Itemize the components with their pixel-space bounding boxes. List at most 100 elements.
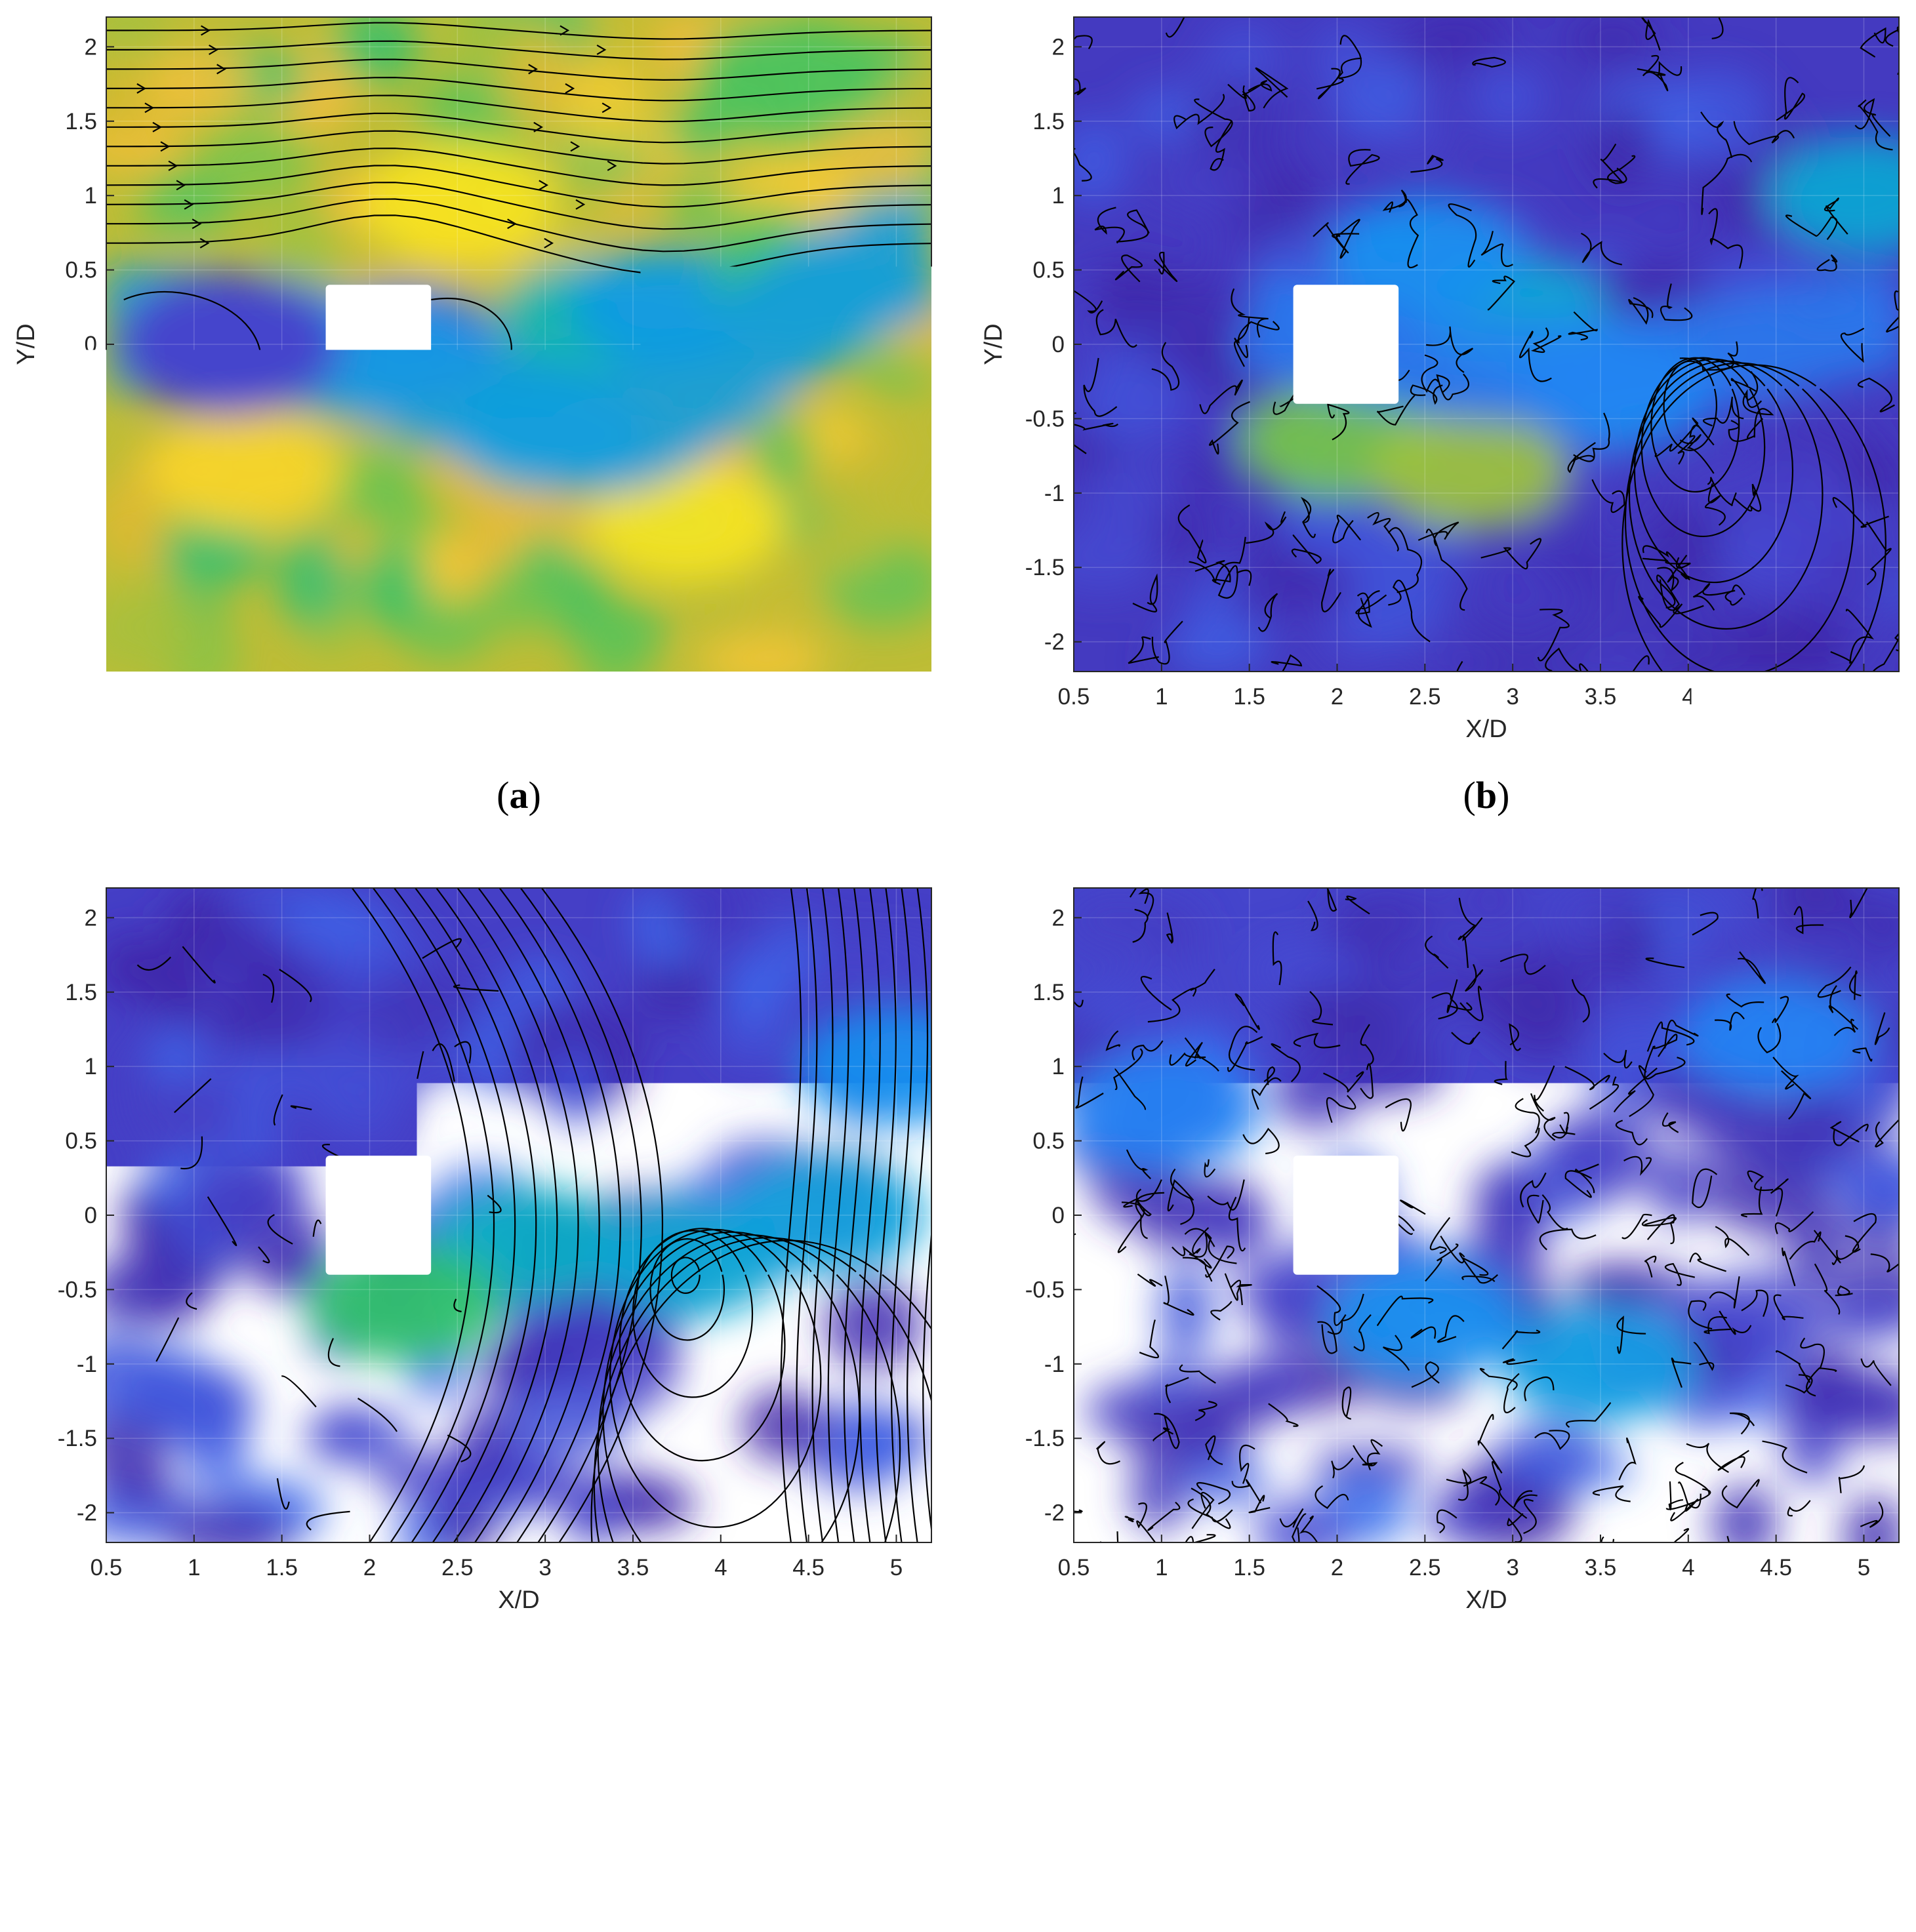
- field-texture-blob: [1724, 506, 1832, 599]
- field-texture-blob: [840, 1419, 918, 1472]
- x-tick-label: 2.5: [1409, 1555, 1441, 1580]
- x-tick-label: 2: [363, 1555, 376, 1580]
- y-tick-label: 1: [1052, 183, 1065, 209]
- y-tick-label: 1.5: [1032, 109, 1065, 134]
- x-tick-label: 4.5: [792, 684, 825, 710]
- obstacle-square: [1294, 285, 1399, 403]
- field-texture-blob: [1143, 1359, 1204, 1407]
- y-tick-label: -1: [77, 1352, 97, 1377]
- field-texture-blob: [634, 958, 715, 1022]
- x-tick-label: 3: [1506, 684, 1519, 710]
- x-tick-label: 4.5: [792, 1555, 825, 1580]
- y-axis-label: Y/D: [12, 323, 40, 365]
- y-tick-label: -2: [1044, 630, 1065, 655]
- y-axis-label: Y/D: [980, 323, 1008, 365]
- y-tick-label: -0.5: [1025, 1277, 1065, 1302]
- field-texture-blob: [1735, 611, 1852, 683]
- colorbar-tick-label: 1.32: [1673, 1837, 1717, 1862]
- y-tick-label: 2: [1052, 34, 1065, 60]
- field-texture-blob: [357, 545, 432, 630]
- y-tick-label: 1: [85, 183, 97, 209]
- x-tick-label: 0.5: [91, 684, 123, 710]
- x-tick-label: 4: [714, 684, 727, 710]
- y-tick-label: 0.5: [1032, 1129, 1065, 1154]
- colorbar: 0 0.2 0.4 0.6 0.8 1 1.2 1.32 Velocity magnitude…: [192, 1772, 1717, 1922]
- field-texture-blob: [662, 864, 752, 944]
- colorbar-tick-label: 0.2: [409, 1837, 441, 1862]
- x-tick-label: 4: [1682, 1555, 1694, 1580]
- field-texture-blob: [1649, 1147, 1711, 1226]
- y-tick-label: 0.5: [1032, 258, 1065, 283]
- field-texture-blob: [1058, 115, 1130, 207]
- y-tick-label: 0: [1052, 1203, 1065, 1228]
- field-texture-blob: [305, 1407, 409, 1466]
- field-texture-blob: [281, 896, 394, 953]
- x-tick-label: 1.5: [1233, 684, 1265, 710]
- y-axis-label: Y/D: [980, 1194, 1008, 1236]
- x-tick-label: 1: [188, 1555, 200, 1580]
- y-tick-label: -1: [1044, 1352, 1065, 1377]
- y-tick-label: 1.5: [65, 109, 97, 134]
- field-texture-blob: [1737, 1086, 1864, 1168]
- x-tick-label: 3: [539, 1555, 551, 1580]
- field-texture-blob: [1695, 933, 1782, 978]
- x-tick-label: 3.5: [1585, 684, 1617, 710]
- panel-caption: (d): [1463, 1646, 1510, 1689]
- field-texture-blob: [363, 966, 484, 1053]
- y-tick-label: -1: [77, 481, 97, 506]
- field-texture-blob: [331, 6, 420, 85]
- x-tick-label: 5: [890, 1555, 903, 1580]
- x-tick-label: 1: [1155, 684, 1168, 710]
- y-tick-label: -2: [77, 1500, 97, 1526]
- y-tick-label: 1.5: [65, 980, 97, 1005]
- x-axis-label: X/D: [1465, 715, 1507, 743]
- field-feature-blob: [693, 18, 889, 136]
- x-tick-label: 2: [1331, 684, 1343, 710]
- panel-caption: (a): [497, 774, 541, 816]
- x-tick-label: 4: [714, 1555, 727, 1580]
- field-texture-blob: [1159, 1262, 1213, 1359]
- obstacle-square: [1294, 1156, 1399, 1274]
- x-tick-label: 5: [1858, 1555, 1870, 1580]
- colorbar-tick-label: 0.8: [1090, 1837, 1122, 1862]
- field-texture-blob: [1232, 563, 1290, 627]
- x-tick-label: 2: [363, 684, 376, 710]
- y-tick-label: 2: [1052, 905, 1065, 931]
- chart-panel-d: 0.5 1 1.5 2 2.5 3 3.5 4 4.5 521.510.50-0.5-1-1.5-…: [980, 850, 1916, 1689]
- chart-panel-c: 0.5 1 1.5 2 2.5 3 3.5 4 4.5 521.510.50-0.5-1-1.5-…: [12, 864, 994, 1800]
- field-texture-blob: [366, 1049, 445, 1091]
- x-axis-label: X/D: [498, 715, 539, 743]
- field-texture-blob: [1337, 885, 1450, 944]
- x-tick-label: 1.5: [266, 1555, 298, 1580]
- field-texture-blob: [1402, 946, 1484, 1018]
- colorbar-tick-label: 0: [192, 1837, 204, 1862]
- x-axis-label: X/D: [1465, 1586, 1507, 1614]
- y-tick-label: 0.5: [65, 1129, 97, 1154]
- x-tick-label: 1.5: [1233, 1555, 1265, 1580]
- y-tick-label: 1: [1052, 1054, 1065, 1079]
- colorbar-gradient: [198, 1772, 1695, 1824]
- y-axis-label: Y/D: [12, 1194, 40, 1236]
- x-tick-label: 3.5: [617, 684, 649, 710]
- field-texture-blob: [197, 117, 314, 201]
- x-tick-label: 1: [1155, 1555, 1168, 1580]
- y-tick-label: 2: [85, 905, 97, 931]
- y-tick-label: -1.5: [58, 555, 97, 580]
- field-texture-blob: [149, 48, 253, 120]
- x-tick-label: 2.5: [441, 684, 474, 710]
- colorbar-title: Velocity magnitude (U/U0): [735, 1874, 1158, 1922]
- field-texture-blob: [149, 1026, 206, 1083]
- x-tick-label: 2.5: [1409, 684, 1441, 710]
- field-texture-blob: [1389, 119, 1451, 159]
- field-texture-blob: [1545, 878, 1623, 950]
- field-texture-blob: [121, 1083, 242, 1157]
- y-tick-label: 0: [85, 332, 97, 357]
- field-texture-blob: [1112, 957, 1207, 1047]
- x-tick-label: 1.5: [266, 684, 298, 710]
- field-texture-blob: [1453, 864, 1528, 936]
- field-texture-blob: [1080, 453, 1168, 540]
- field-texture-blob: [1786, 1199, 1848, 1291]
- colorbar-tick-label: 1: [1326, 1837, 1338, 1862]
- field-texture-blob: [1589, 104, 1657, 188]
